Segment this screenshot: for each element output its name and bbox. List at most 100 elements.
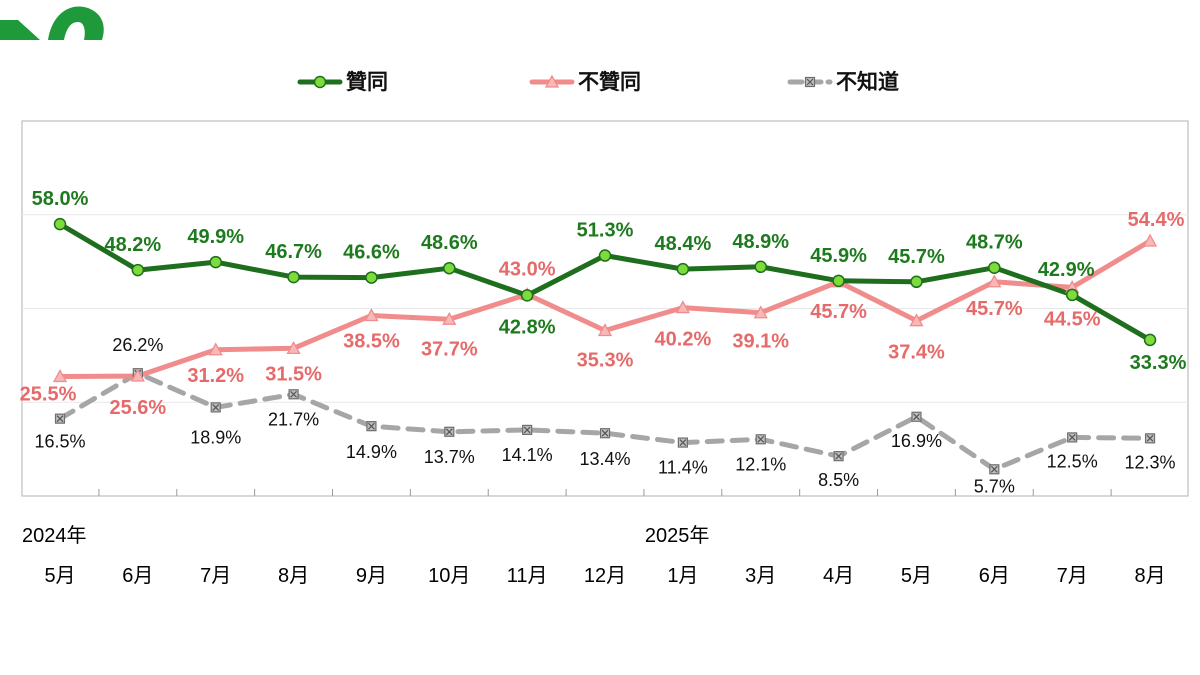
- data-label: 45.7%: [966, 298, 1023, 320]
- data-label: 45.7%: [888, 246, 945, 268]
- data-point: [286, 340, 301, 354]
- data-label: 44.5%: [1044, 308, 1101, 330]
- data-point: [599, 428, 611, 439]
- legend-label: 不贊同: [578, 71, 641, 94]
- data-point: [989, 464, 1000, 475]
- data-point: [522, 424, 533, 436]
- x-axis: 5月 6月 7月 8月 9月 10月 11月 12月 1月 3月 4月 5月 6月 7月 8月 2024年 20…: [22, 489, 1166, 587]
- data-point: [366, 421, 377, 432]
- marker-cross: [806, 78, 814, 86]
- data-label: 38.5%: [343, 331, 400, 353]
- data-label: 58.0%: [32, 188, 89, 210]
- x-tick-label: 6月: [979, 565, 1010, 587]
- x-tick-label: 7月: [200, 565, 231, 587]
- data-label: 14.1%: [502, 445, 553, 465]
- data-label: 37.4%: [888, 342, 945, 364]
- data-label: 31.5%: [265, 363, 322, 385]
- legend-label: 贊同: [346, 71, 388, 94]
- data-point: [364, 308, 379, 322]
- data-label: 13.4%: [579, 449, 630, 469]
- data-point: [987, 274, 1002, 288]
- data-point: [1142, 233, 1158, 247]
- data-label: 49.9%: [187, 226, 244, 248]
- data-label: 5.7%: [974, 476, 1015, 496]
- x-tick-label: 11月: [507, 565, 548, 587]
- data-point: [209, 255, 222, 269]
- data-label: 46.7%: [265, 241, 322, 263]
- marker-cross: [835, 452, 843, 460]
- data-point: [1065, 288, 1079, 302]
- marker-cross: [445, 428, 453, 436]
- data-label: 35.3%: [577, 350, 634, 372]
- data-label: 14.9%: [346, 442, 397, 462]
- data-labels: 58.0% 48.2% 49.9% 46.7% 46.6% 48.6% 42.8% 51.3%…: [20, 188, 1187, 496]
- data-point: [988, 261, 1001, 274]
- data-point: [54, 413, 66, 424]
- data-label: 42.8%: [499, 316, 556, 338]
- top-left-graphic-fragment: [0, 6, 104, 40]
- data-label: 39.1%: [732, 331, 789, 353]
- data-point: [753, 305, 768, 319]
- x-tick-label: 5月: [901, 565, 932, 587]
- marker-cross: [523, 426, 531, 434]
- data-label: 31.2%: [187, 365, 244, 387]
- legend-marker: [804, 76, 816, 88]
- data-label: 48.6%: [421, 232, 478, 254]
- data-point: [909, 313, 924, 327]
- data-label: 54.4%: [1128, 209, 1185, 231]
- data-point: [911, 411, 922, 422]
- series-layer: [52, 217, 1158, 475]
- data-label: 40.2%: [655, 329, 712, 351]
- data-point: [442, 311, 457, 325]
- legend: 贊同 不贊同 不知道: [297, 70, 899, 94]
- data-label: 45.7%: [810, 301, 867, 323]
- data-point: [1143, 333, 1157, 347]
- data-label: 21.7%: [268, 409, 319, 429]
- data-label: 48.9%: [732, 231, 789, 253]
- marker-cross: [990, 465, 998, 473]
- year-label: 2024年: [22, 524, 87, 547]
- marker-cross: [679, 439, 687, 446]
- x-tick-label: 8月: [1134, 565, 1165, 587]
- x-tick-label: 5月: [44, 565, 75, 587]
- data-point: [597, 323, 613, 337]
- data-label: 37.7%: [421, 338, 478, 360]
- data-label: 12.1%: [735, 454, 786, 474]
- x-tick-label: 3月: [745, 565, 776, 587]
- marker-cross: [290, 390, 298, 398]
- data-point: [1067, 432, 1078, 443]
- data-label: 25.6%: [110, 397, 167, 419]
- data-label: 16.5%: [34, 432, 85, 452]
- marker-cross: [757, 435, 765, 443]
- data-point: [130, 368, 145, 382]
- marker-cross: [1146, 434, 1154, 442]
- x-tick-label: 7月: [1057, 565, 1088, 587]
- data-label: 16.9%: [891, 431, 942, 451]
- data-label: 48.2%: [105, 234, 162, 256]
- data-point: [676, 262, 690, 276]
- data-label: 46.6%: [343, 242, 400, 264]
- marker-cross: [212, 403, 220, 411]
- gridlines: [22, 214, 1188, 403]
- data-label: 51.3%: [577, 220, 634, 242]
- data-point: [833, 451, 844, 462]
- data-point: [755, 434, 766, 445]
- data-point: [288, 389, 299, 400]
- x-tick-label: 4月: [823, 565, 854, 587]
- x-tick-label: 12月: [584, 565, 626, 587]
- data-label: 13.7%: [424, 447, 475, 467]
- x-tick-label: 9月: [356, 565, 387, 587]
- data-point: [520, 289, 534, 302]
- x-tick-label: 10月: [428, 565, 470, 587]
- marker-cross: [1068, 433, 1076, 441]
- x-tick-label: 1月: [667, 565, 698, 587]
- data-point: [675, 300, 690, 314]
- data-label: 45.9%: [810, 245, 867, 267]
- data-label: 18.9%: [190, 427, 241, 447]
- data-label: 43.0%: [499, 258, 556, 280]
- data-point: [677, 437, 688, 448]
- year-label: 2025年: [645, 524, 710, 547]
- data-point: [832, 274, 845, 288]
- legend-marker: [313, 75, 327, 89]
